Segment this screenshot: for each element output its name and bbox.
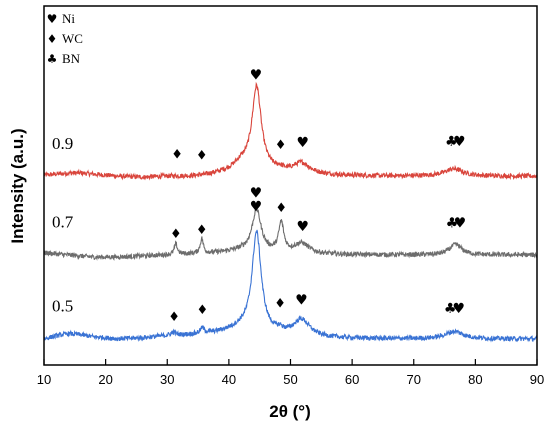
heart-symbol-peak-marker: ♥ <box>250 68 263 84</box>
series-label-0-7: 0.7 <box>52 213 74 232</box>
diamond-symbol-peak-marker: ♦ <box>171 147 183 162</box>
diamond-symbol-peak-marker: ♦ <box>196 223 208 238</box>
x-tick-label: 80 <box>468 372 482 387</box>
series-labels: 0.9 0.7 0.5 <box>52 134 74 316</box>
heart-symbol-peak-marker: ♥ <box>295 292 308 308</box>
club-symbol-peak-marker: ♣ <box>446 216 459 232</box>
diamond-symbol-peak-marker: ♦ <box>168 310 180 325</box>
x-axis-ticks: 10 20 30 40 50 60 70 80 90 <box>37 359 544 387</box>
series-line-0-9 <box>43 81 538 181</box>
legend: ♥ Ni ♦ WC ♣ BN <box>47 11 83 66</box>
legend-label-wc: WC <box>62 31 83 46</box>
heart-symbol-peak-marker: ♥ <box>454 216 467 232</box>
legend-label-bn: BN <box>62 51 81 66</box>
y-axis-title: Intensity (a.u.) <box>8 128 27 243</box>
x-axis-title: 2θ (°) <box>269 402 311 421</box>
x-tick-label: 40 <box>222 372 236 387</box>
club-symbol-peak-marker: ♣ <box>444 301 457 317</box>
diamond-symbol-peak-marker: ♦ <box>196 148 208 163</box>
heart-symbol-peak-marker: ♥ <box>250 185 263 201</box>
diamond-symbol-peak-marker: ♦ <box>274 297 286 312</box>
diamond-symbol-peak-marker: ♦ <box>275 201 287 216</box>
diamond-symbol-peak-marker: ♦ <box>275 138 287 153</box>
heart-symbol-peak-marker: ♥ <box>250 199 263 215</box>
x-tick-label: 50 <box>283 372 297 387</box>
series-line-0-7 <box>43 207 538 261</box>
heart-symbol-peak-marker: ♥ <box>453 134 466 150</box>
series-line-0-5 <box>43 229 538 343</box>
heart-symbol: ♥ <box>47 12 58 26</box>
x-tick-label: 20 <box>98 372 112 387</box>
diamond-symbol-peak-marker: ♦ <box>170 227 182 242</box>
diamond-symbol-peak-marker: ♦ <box>197 303 209 318</box>
x-tick-label: 10 <box>37 372 51 387</box>
x-tick-label: 60 <box>345 372 359 387</box>
peak-marker-layer: ♦ ♦♥♦ ♥ ♣♥♦ ♦♥♦♥ ♣♥♦ ♦♥♦ ♥♣♥ <box>168 68 467 325</box>
x-tick-label: 30 <box>160 372 174 387</box>
club-symbol: ♣ <box>47 52 58 66</box>
series-layer <box>43 81 538 343</box>
club-symbol-peak-marker: ♣ <box>445 134 458 150</box>
diamond-symbol: ♦ <box>47 32 58 46</box>
heart-symbol-peak-marker: ♥ <box>297 219 310 235</box>
series-label-0-9: 0.9 <box>52 134 73 153</box>
legend-label-ni: Ni <box>62 11 75 26</box>
series-label-0-5: 0.5 <box>52 297 73 316</box>
heart-symbol-peak-marker: ♥ <box>452 301 465 317</box>
x-tick-label: 70 <box>407 372 421 387</box>
heart-symbol-peak-marker: ♥ <box>297 135 310 151</box>
x-tick-label: 90 <box>530 372 544 387</box>
